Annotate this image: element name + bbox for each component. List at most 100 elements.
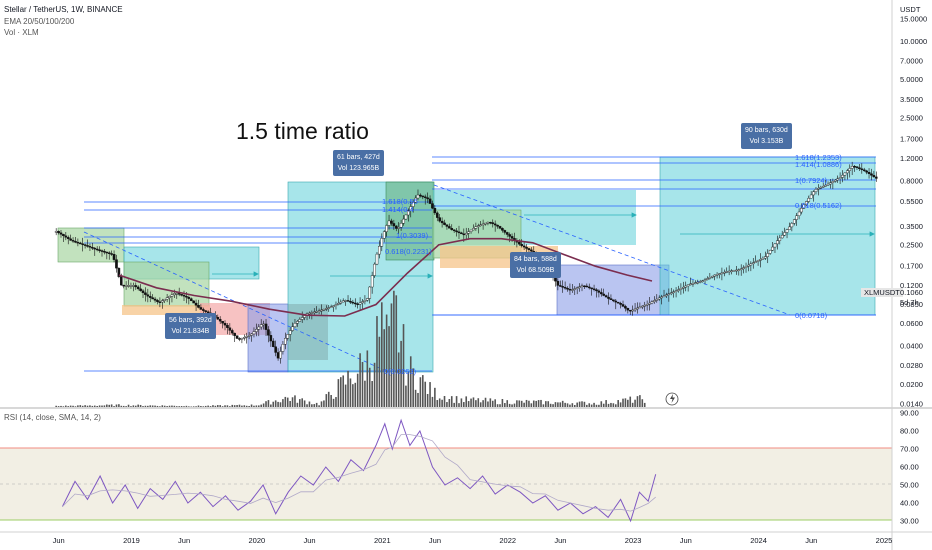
rsi-axis[interactable]: 90.00 80.00 70.00 60.00 50.00 40.00 30.00: [900, 409, 919, 526]
volume-legend[interactable]: Vol · XLM: [4, 28, 39, 37]
candle: [165, 293, 169, 303]
volume-bar: [356, 373, 359, 407]
volume-bar: [554, 402, 557, 407]
candle: [435, 211, 439, 222]
volume-bar: [229, 406, 231, 407]
time-axis[interactable]: Jun 2019 Jun 2020 Jun 2021 Jun 2022 Jun 2023 Jun 20…: [53, 536, 893, 545]
volume-bar: [327, 391, 330, 407]
volume-bar: [178, 406, 180, 407]
candle: [855, 166, 859, 170]
candle: [105, 251, 109, 260]
candle: [723, 269, 726, 277]
rsi-tick-label: 70.00: [900, 445, 919, 454]
candle: [571, 284, 574, 293]
volume-bar: [77, 405, 79, 407]
volume-bar: [185, 405, 188, 407]
volume-bar: [106, 404, 108, 407]
volume-bar: [532, 400, 535, 407]
volume-bar: [93, 405, 96, 407]
box-teal-2023[interactable]: [659, 156, 876, 316]
time-tick-label: Jun: [429, 536, 441, 545]
candle: [411, 199, 415, 213]
ema-legend[interactable]: EMA 20/50/100/200: [4, 17, 75, 26]
volume-bar: [431, 396, 434, 407]
candle: [136, 285, 140, 291]
candle: [802, 202, 806, 210]
candle: [445, 224, 449, 230]
fib-label: 0.618(0.5162): [795, 201, 842, 210]
candle: [747, 259, 750, 272]
symbol-tag[interactable]: XLMUSDT: [861, 288, 903, 297]
volume-bar: [619, 402, 622, 407]
lightning-icon[interactable]: [665, 392, 679, 406]
candle: [235, 335, 239, 339]
candle: [867, 168, 871, 179]
candle: [773, 243, 777, 253]
volume-bar: [586, 404, 588, 407]
candle: [344, 299, 347, 306]
candle: [742, 265, 745, 274]
volume-bar: [277, 401, 279, 407]
rsi-tick-label: 90.00: [900, 409, 919, 418]
box-blue-2020[interactable]: [247, 303, 289, 373]
candle: [86, 239, 89, 248]
volume-bar: [212, 405, 214, 407]
rsi-legend[interactable]: RSI (14, close, SMA, 14, 2): [4, 413, 101, 422]
info-box-vol: Vol 3.153B: [749, 138, 784, 145]
box-green-2019[interactable]: [123, 261, 210, 307]
candle: [95, 246, 99, 252]
candle: [655, 294, 659, 303]
candle: [281, 340, 285, 355]
time-tick-label: 2020: [249, 536, 266, 545]
volume-bar: [540, 399, 542, 407]
candle: [433, 205, 437, 215]
symbol-legend[interactable]: Stellar / TetherUS, 1W, BINANCE: [4, 5, 123, 14]
price-axis[interactable]: 15.0000 10.0000 7.0000 5.0000 3.5000 2.5000 1.…: [900, 15, 927, 409]
candle: [874, 171, 878, 182]
volume-bar: [383, 329, 386, 407]
candle: [614, 299, 618, 310]
last-price-label[interactable]: 0.1060: [900, 288, 923, 297]
box-orange-2019[interactable]: [122, 305, 210, 315]
info-box-4[interactable]: 90 bars, 630d Vol 3.153B: [741, 123, 792, 149]
candle: [366, 297, 369, 302]
candle: [88, 243, 92, 251]
volume-bar: [494, 399, 496, 407]
volume-bar: [583, 401, 586, 407]
volume-bar: [470, 398, 472, 407]
volume-bar: [487, 401, 489, 407]
volume-bar: [402, 324, 405, 407]
fib-lines[interactable]: [84, 156, 876, 372]
candle: [54, 228, 58, 236]
volume-bar: [525, 399, 528, 407]
candle: [764, 251, 767, 261]
candle: [351, 299, 355, 305]
volume-bar: [101, 405, 103, 407]
info-box-1[interactable]: 56 bars, 392d Vol 21.834B: [165, 313, 216, 339]
volume-bar: [347, 370, 349, 407]
trend-lines[interactable]: [83, 184, 791, 373]
box-blue-2022[interactable]: [556, 264, 670, 316]
info-box-3[interactable]: 84 bars, 588d Vol 68.509B: [510, 252, 561, 278]
price-tick-label: 0.0600: [900, 319, 923, 328]
candle: [226, 322, 229, 335]
candle: [81, 237, 85, 252]
info-box-2[interactable]: 61 bars, 427d Vol 123.965B: [333, 150, 384, 176]
range-boxes[interactable]: [57, 156, 876, 373]
volume-bar: [151, 405, 154, 407]
candle: [197, 299, 200, 309]
volume-bar: [91, 405, 94, 407]
candle: [452, 229, 456, 233]
volume-bar: [412, 368, 414, 407]
candle: [530, 247, 533, 253]
candle: [192, 300, 195, 304]
volume-bar: [57, 406, 60, 407]
price-tick-label: 0.0850: [900, 300, 923, 309]
volume-bar: [359, 353, 361, 407]
trend-line-2021[interactable]: [433, 184, 791, 316]
volume-bar: [453, 402, 455, 407]
ratio-annotation[interactable]: 1.5 time ratio: [236, 118, 369, 144]
volume-bar: [395, 295, 398, 407]
volume-bar: [441, 399, 443, 407]
